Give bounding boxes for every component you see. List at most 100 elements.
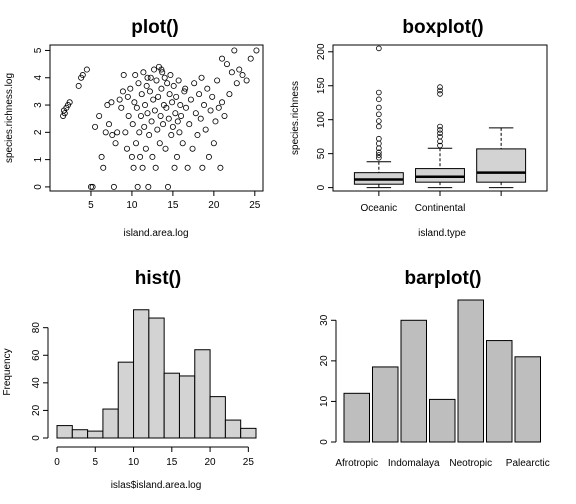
scatter-point <box>105 121 112 128</box>
scatter-point <box>223 61 230 68</box>
scatter-point <box>174 118 181 125</box>
scatter-point <box>152 164 159 171</box>
histogram-y-ticks: 0 20 40 60 80 <box>31 322 49 441</box>
boxplot-outlier <box>437 84 443 90</box>
scatter-point <box>196 91 203 98</box>
scatter-point <box>75 82 82 89</box>
boxplot-panel: boxplot() island.type species.richness 0… <box>290 17 548 239</box>
histogram-bar <box>163 372 180 439</box>
scatter-point <box>142 102 149 109</box>
scatter-point <box>114 129 121 136</box>
barplot-y-tick-label: 20 <box>319 355 330 367</box>
scatter-point <box>133 140 140 147</box>
scatter-point <box>207 107 214 114</box>
scatter-point <box>140 69 147 76</box>
scatter-point <box>186 121 193 128</box>
scatter-point <box>131 99 138 106</box>
scatter-point <box>205 153 212 160</box>
histogram-bars <box>56 309 257 439</box>
scatter-point <box>102 129 109 136</box>
scatter-point <box>143 82 150 89</box>
barplot-category-label: Neotropic <box>449 458 492 469</box>
histogram-panel: hist() islas$island.area.log Frequency 0… <box>2 268 257 491</box>
barplot-bar <box>343 392 370 443</box>
scatter-point <box>233 80 240 87</box>
histogram-x-ticks: 0 5 10 15 20 25 <box>54 446 254 468</box>
scatter-point <box>129 121 136 128</box>
boxplot-y-tick-label: 50 <box>316 148 327 160</box>
scatter-point <box>98 153 105 160</box>
barplot-bar <box>457 299 484 443</box>
scatter-point <box>110 183 117 190</box>
scatter-point <box>104 102 111 109</box>
boxplot-outlier <box>376 135 382 142</box>
scatter-x-tick-label: 20 <box>208 200 220 211</box>
scatter-point <box>160 121 167 128</box>
scatter-point <box>119 88 126 95</box>
scatter-point <box>164 80 171 87</box>
scatter-point <box>155 93 162 100</box>
scatter-point <box>151 107 158 114</box>
histogram-x-tick-label: 5 <box>92 457 98 468</box>
scatter-point <box>169 99 176 106</box>
scatter-point <box>163 104 170 111</box>
scatter-point <box>212 118 219 125</box>
histogram-y-tick-label: 80 <box>31 322 42 334</box>
barplot-bar <box>400 319 427 443</box>
scatter-plot-frame <box>49 44 264 192</box>
boxplot-boxes <box>353 45 527 189</box>
boxplot-outlier <box>376 96 382 103</box>
scatter-point <box>164 183 171 190</box>
scatter-point <box>132 72 139 79</box>
boxplot-outlier <box>376 111 382 118</box>
histogram-y-tick-label: 20 <box>31 404 42 416</box>
scatter-point <box>239 72 246 79</box>
scatter-point <box>194 132 201 139</box>
histogram-y-tick-label: 40 <box>31 377 42 389</box>
scatter-point <box>141 123 148 130</box>
scatter-point <box>221 112 228 119</box>
barplot-category-label: Afrotropic <box>335 458 378 469</box>
scatter-y-tick-label: 0 <box>33 184 44 190</box>
barplot-y-tick-label: 10 <box>319 395 330 407</box>
scatter-point <box>100 164 107 171</box>
histogram-bar <box>102 408 119 439</box>
scatter-point <box>147 74 154 81</box>
scatter-point <box>139 164 146 171</box>
scatter-point <box>209 93 216 100</box>
scatter-point <box>228 69 235 76</box>
boxplot-outlier <box>376 154 382 161</box>
scatter-point <box>181 88 188 95</box>
scatter-y-ticks: 0 1 2 3 4 5 <box>33 47 50 190</box>
histogram-bar <box>209 396 226 439</box>
scatter-x-tick-label: 25 <box>249 200 261 211</box>
histogram-x-tick-label: 15 <box>166 457 178 468</box>
scatter-point <box>210 140 217 147</box>
boxplot-y-tick-label: 0 <box>316 184 327 190</box>
boxplot-y-tick-label: 100 <box>316 111 327 128</box>
histogram-x-tick-label: 20 <box>205 457 217 468</box>
barplot-bar <box>486 340 513 443</box>
boxplot-outlier <box>437 123 443 130</box>
scatter-y-tick-label: 3 <box>33 102 44 108</box>
histogram-bar <box>56 425 73 439</box>
boxplot-x-label: island.type <box>418 228 466 239</box>
scatter-point <box>189 145 196 152</box>
scatter-point <box>182 104 189 111</box>
scatter-point <box>150 96 157 103</box>
barplot-title: barplot() <box>404 268 481 289</box>
boxplot-outlier <box>376 152 382 158</box>
scatter-point <box>182 85 189 92</box>
scatter-point <box>154 126 161 133</box>
barplot-y-ticks: 0 10 20 30 <box>319 314 337 445</box>
barplot-bar <box>429 398 456 443</box>
histogram-x-tick-label: 0 <box>54 457 60 468</box>
histogram-bar <box>133 309 150 439</box>
boxplot-box <box>415 168 465 183</box>
histogram-bar <box>224 419 242 439</box>
histogram-bar <box>71 429 89 439</box>
scatter-point <box>144 74 151 81</box>
scatter-point <box>198 74 205 81</box>
histogram-bar <box>148 317 165 439</box>
